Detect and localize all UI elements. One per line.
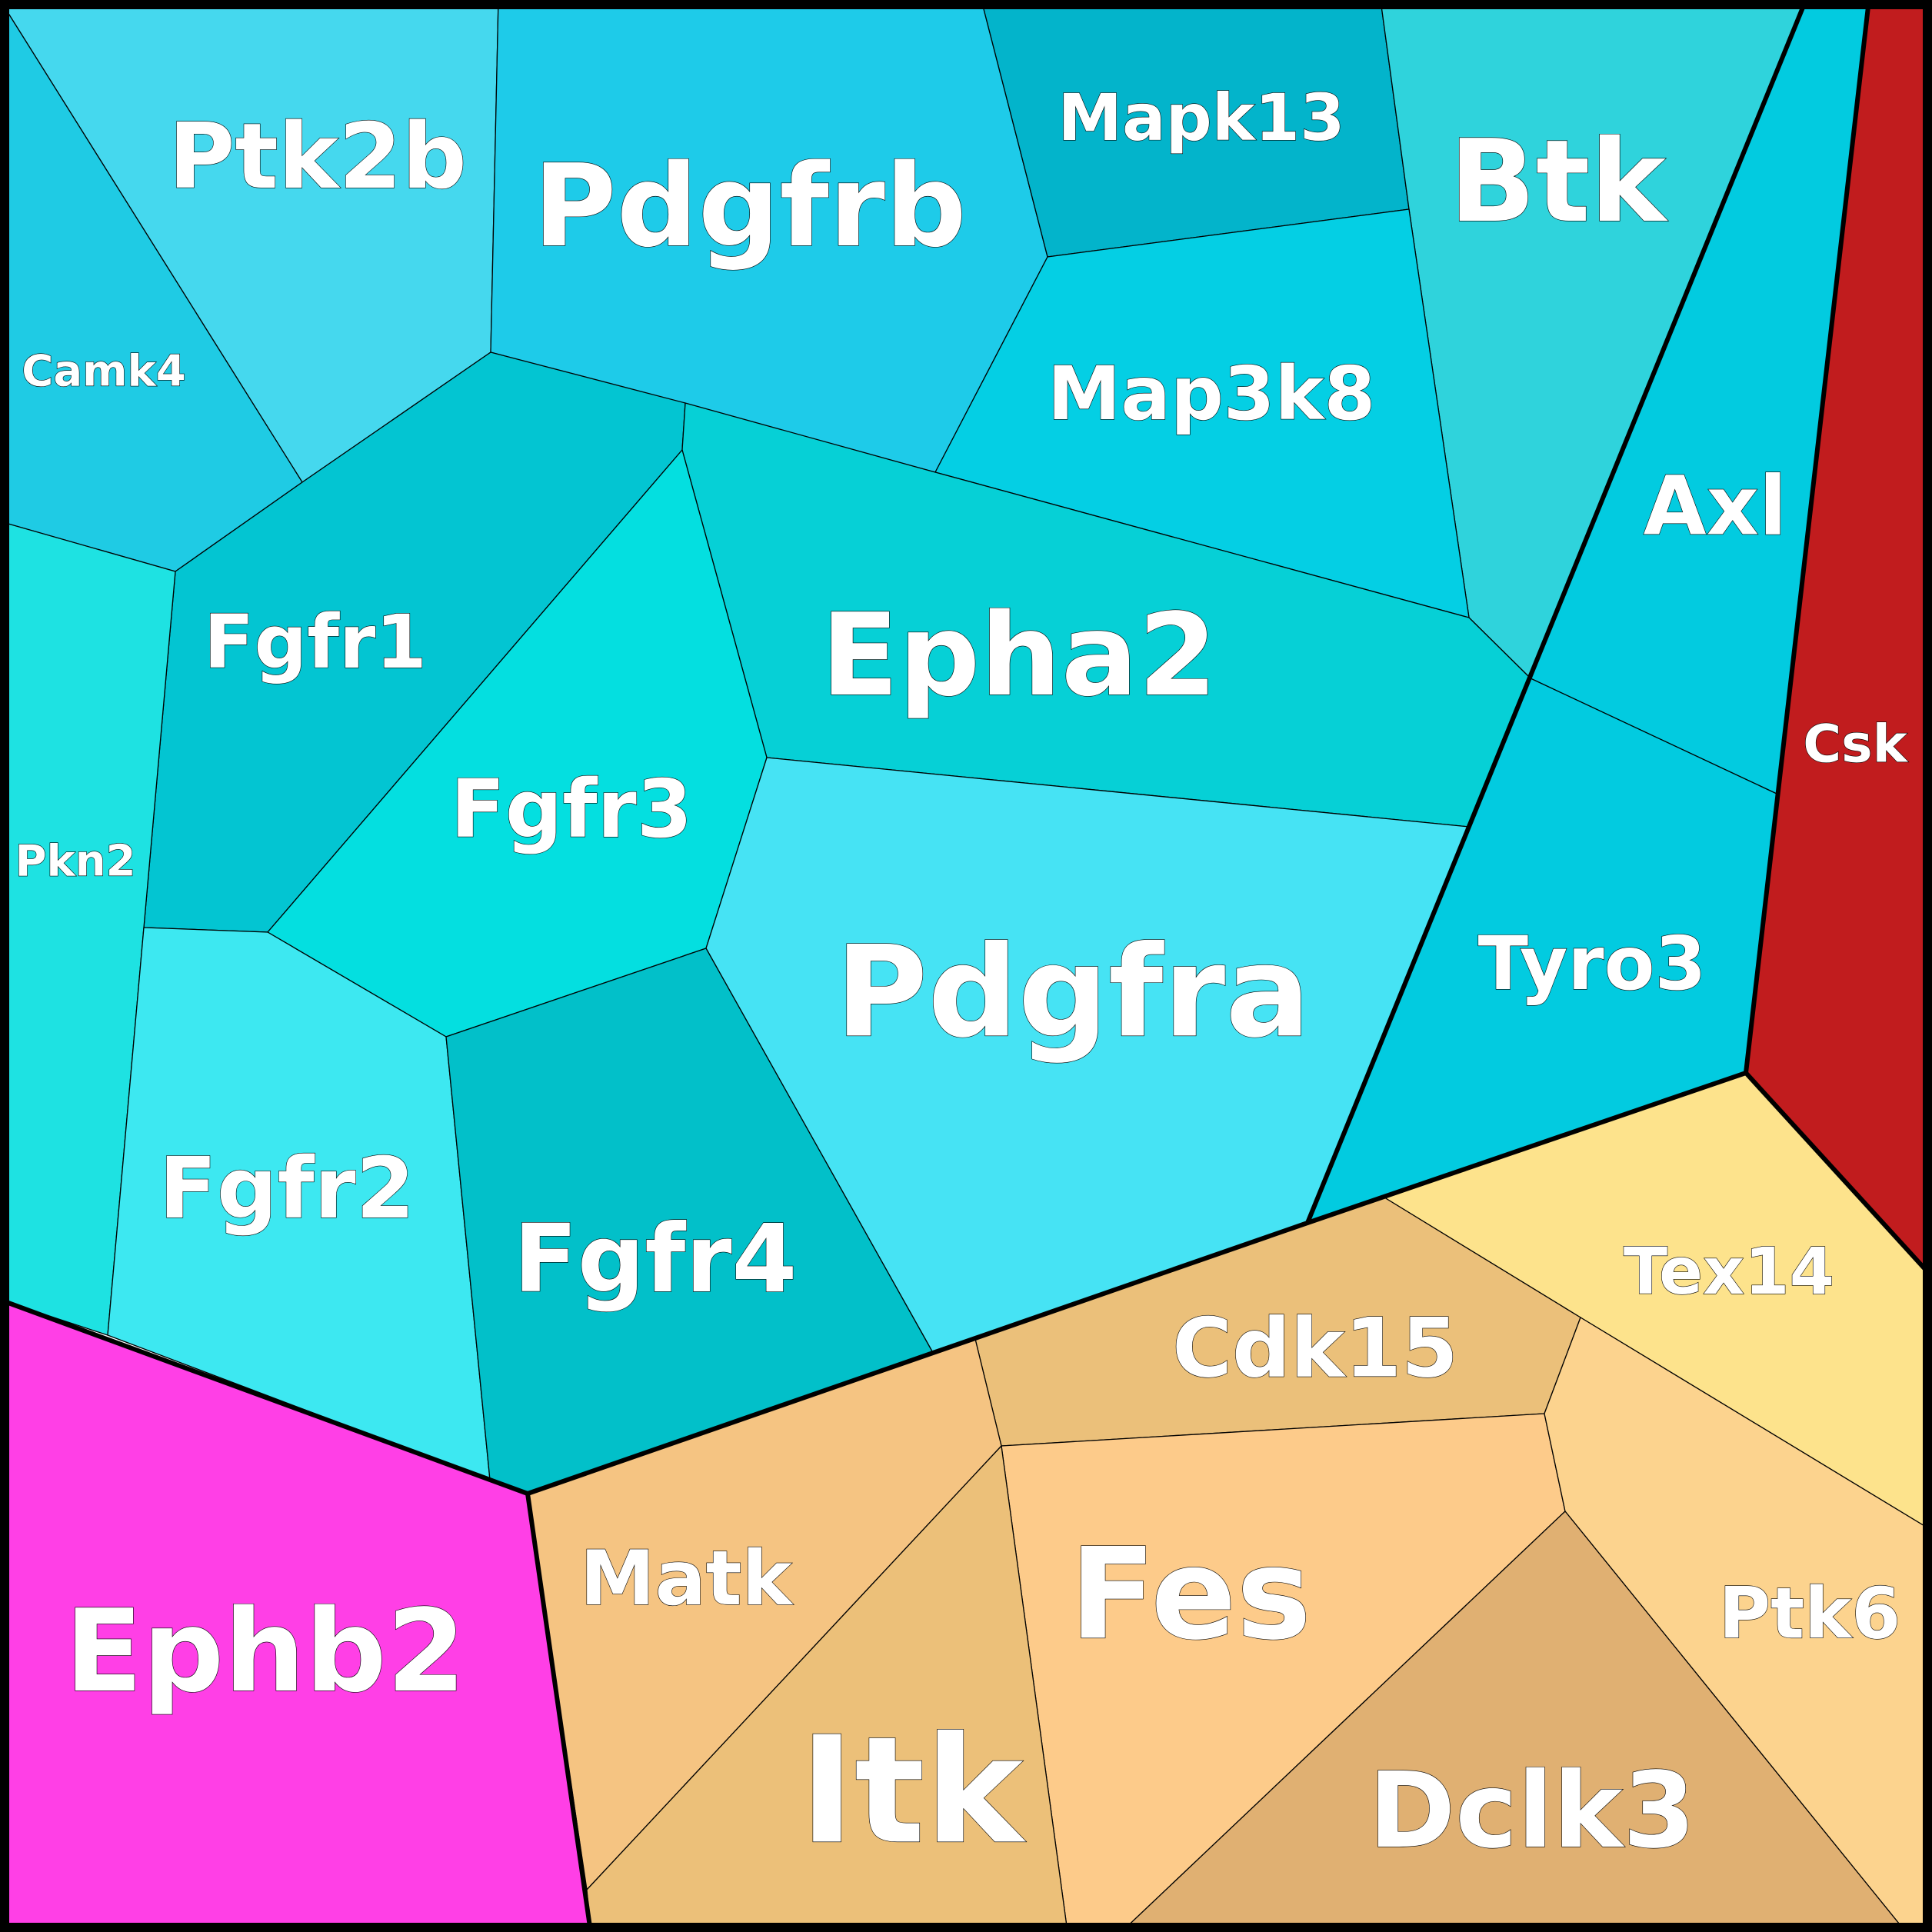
label-itk: Itk <box>800 1706 1027 1877</box>
label-ptk6: Ptk6 <box>1719 1573 1901 1655</box>
label-pdgfra: Pdgfra <box>835 919 1311 1066</box>
label-dclk3: Dclk3 <box>1368 1750 1695 1872</box>
label-cdk15: Cdk15 <box>1172 1301 1458 1396</box>
label-tyro3: Tyro3 <box>1478 921 1707 1007</box>
label-axl: Axl <box>1644 459 1787 554</box>
label-pdgfrb: Pdgfrb <box>533 140 967 272</box>
label-ephb2: Ephb2 <box>65 1585 465 1717</box>
label-epha2: Epha2 <box>821 589 1217 721</box>
cell-dclk3 <box>1121 1511 1907 1932</box>
label-pkn2: Pkn2 <box>15 837 135 887</box>
label-fgfr4: Fgfr4 <box>514 1204 798 1314</box>
cell-ptk6 <box>1544 1317 1932 1932</box>
red-group-border <box>1744 1071 1932 1279</box>
labels-layer: Ptk2b Pdgfrb Mapk13 Btk Camk4 Map3k8 Axl Csk Fgf… <box>15 79 1909 1877</box>
magenta-group-border <box>525 1491 593 1932</box>
label-map3k8: Map3k8 <box>1048 351 1375 437</box>
label-tex14: Tex14 <box>1624 1234 1834 1309</box>
label-ptk2b: Ptk2b <box>168 103 467 209</box>
axl-group-border <box>1305 0 1808 1225</box>
label-fes: Fes <box>1070 1521 1311 1668</box>
label-fgfr3: Fgfr3 <box>451 762 692 856</box>
label-matk: Matk <box>580 1535 794 1623</box>
label-btk: Btk <box>1449 115 1669 248</box>
label-camk4: Camk4 <box>22 347 185 397</box>
label-mapk13: Mapk13 <box>1058 80 1344 155</box>
label-csk: Csk <box>1803 715 1908 775</box>
label-fgfr2: Fgfr2 <box>159 1139 415 1237</box>
label-fgfr1: Fgfr1 <box>204 599 427 685</box>
